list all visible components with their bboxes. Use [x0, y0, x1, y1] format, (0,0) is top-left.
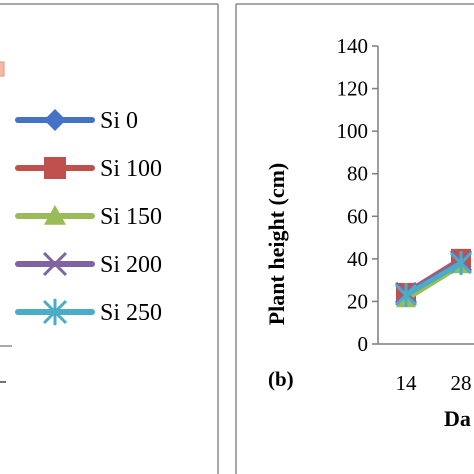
y-tick-label: 100 [337, 119, 369, 143]
legend: Si 0 Si 100 Si 150 Si 200 Si 250 [15, 108, 162, 326]
series-line [404, 260, 463, 298]
y-axis-title: Plant height (cm) [264, 163, 289, 326]
y-tick-label: 120 [337, 77, 369, 101]
panel-a: Si 0 Si 100 Si 150 Si 200 Si 250 [0, 3, 219, 474]
data-point [449, 251, 473, 276]
panel-label-b: (b) [268, 367, 294, 391]
legend-label: Si 150 [100, 204, 162, 230]
x-tick-label: 14 [396, 371, 418, 395]
legend-swatch-marker [42, 298, 68, 326]
panel-b-plot [394, 248, 473, 308]
legend-swatch-marker [42, 251, 68, 277]
data-point [394, 283, 418, 308]
panel-b-axes: 0 20 40 60 80 100 120 140 14 28 [337, 34, 474, 395]
legend-entry: Si 200 [15, 251, 162, 278]
legend-label: Si 250 [100, 300, 162, 326]
legend-label: Si 0 [100, 108, 138, 134]
panel-b: 0 20 40 60 80 100 120 140 14 28 Plant height (cm)… [235, 3, 474, 474]
legend-label: Si 200 [100, 252, 162, 278]
x-tick-label: 28 [451, 371, 472, 395]
legend-swatch-marker [44, 109, 66, 131]
x-axis-title: Da [444, 406, 471, 431]
legend-swatch-marker [44, 205, 66, 225]
y-tick-label: 40 [347, 247, 368, 271]
y-tick-label: 80 [347, 162, 368, 186]
y-tick-label: 60 [347, 204, 368, 228]
legend-entry: Si 250 [15, 298, 162, 326]
legend-entry: Si 150 [15, 204, 162, 230]
y-tick-label: 140 [337, 34, 369, 58]
legend-entry: Si 0 [15, 108, 138, 134]
y-tick-label: 0 [358, 332, 369, 356]
legend-swatch-marker [44, 157, 66, 179]
series [394, 251, 473, 308]
panel-a-clipped-marker [0, 61, 5, 77]
y-tick-label: 20 [347, 289, 368, 313]
legend-label: Si 100 [100, 156, 162, 182]
legend-entry: Si 100 [15, 156, 162, 182]
